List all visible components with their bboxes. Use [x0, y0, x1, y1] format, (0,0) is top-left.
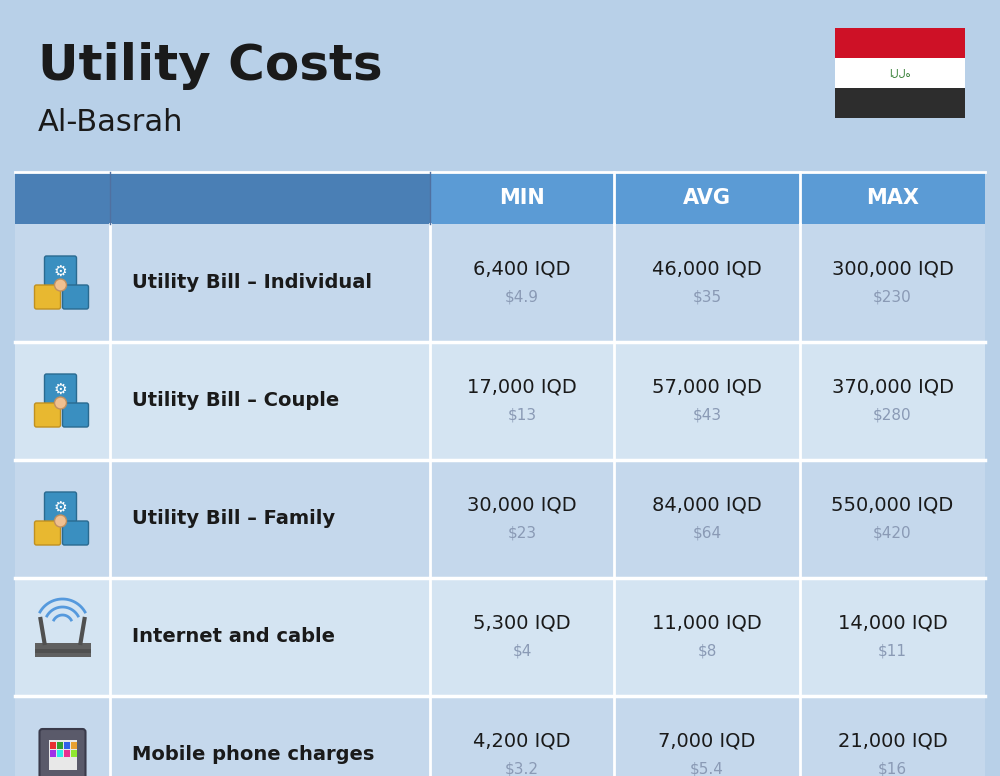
FancyBboxPatch shape: [62, 285, 88, 309]
Bar: [34, 643, 90, 657]
Text: ⚙: ⚙: [54, 500, 67, 514]
Text: 300,000 IQD: 300,000 IQD: [832, 259, 953, 279]
Bar: [64, 750, 70, 757]
Text: 4,200 IQD: 4,200 IQD: [473, 732, 571, 750]
Text: Utility Bill – Family: Utility Bill – Family: [132, 510, 335, 528]
Text: Al-Basrah: Al-Basrah: [38, 108, 184, 137]
Text: ⚙: ⚙: [54, 382, 67, 397]
Bar: [56, 742, 62, 749]
Text: 5,300 IQD: 5,300 IQD: [473, 614, 571, 632]
Text: $5.4: $5.4: [690, 761, 724, 776]
Text: $420: $420: [873, 525, 912, 541]
Text: $35: $35: [692, 289, 722, 304]
Text: AVG: AVG: [683, 188, 731, 208]
Text: $64: $64: [692, 525, 722, 541]
Bar: [430, 172, 985, 224]
FancyBboxPatch shape: [34, 521, 60, 545]
Text: $8: $8: [697, 643, 717, 659]
Text: 46,000 IQD: 46,000 IQD: [652, 259, 762, 279]
Circle shape: [54, 397, 66, 409]
Text: $280: $280: [873, 407, 912, 422]
Bar: [50, 750, 56, 757]
Text: $230: $230: [873, 289, 912, 304]
FancyBboxPatch shape: [44, 492, 76, 522]
Bar: [34, 649, 90, 653]
Text: $43: $43: [692, 407, 722, 422]
Text: 11,000 IQD: 11,000 IQD: [652, 614, 762, 632]
Bar: [56, 750, 62, 757]
Text: Utility Costs: Utility Costs: [38, 42, 383, 90]
Text: MAX: MAX: [866, 188, 919, 208]
Text: $11: $11: [878, 643, 907, 659]
Text: 21,000 IQD: 21,000 IQD: [838, 732, 947, 750]
Text: 14,000 IQD: 14,000 IQD: [838, 614, 947, 632]
Text: $13: $13: [507, 407, 537, 422]
Text: Internet and cable: Internet and cable: [132, 628, 335, 646]
Text: 84,000 IQD: 84,000 IQD: [652, 496, 762, 514]
Bar: [64, 742, 70, 749]
Text: Utility Bill – Couple: Utility Bill – Couple: [132, 392, 339, 411]
Bar: [15, 696, 985, 776]
FancyBboxPatch shape: [62, 403, 88, 427]
Circle shape: [54, 279, 66, 291]
Bar: [15, 172, 430, 224]
Text: ⚙: ⚙: [54, 264, 67, 279]
Bar: [15, 460, 985, 578]
Bar: [15, 224, 985, 342]
Bar: [15, 578, 985, 696]
Bar: [70, 742, 76, 749]
FancyBboxPatch shape: [62, 521, 88, 545]
Text: الله: الله: [889, 68, 911, 78]
Text: 370,000 IQD: 370,000 IQD: [832, 377, 954, 397]
FancyBboxPatch shape: [44, 256, 76, 286]
Text: $4.9: $4.9: [505, 289, 539, 304]
FancyBboxPatch shape: [40, 729, 86, 776]
FancyBboxPatch shape: [34, 403, 60, 427]
Text: 550,000 IQD: 550,000 IQD: [831, 496, 954, 514]
Text: 17,000 IQD: 17,000 IQD: [467, 377, 577, 397]
Text: 30,000 IQD: 30,000 IQD: [467, 496, 577, 514]
Bar: [50, 742, 56, 749]
Text: $16: $16: [878, 761, 907, 776]
Bar: [15, 342, 985, 460]
Circle shape: [54, 515, 66, 527]
Bar: [835, 28, 965, 58]
Text: Mobile phone charges: Mobile phone charges: [132, 746, 374, 764]
Bar: [835, 58, 965, 88]
Bar: [70, 750, 76, 757]
Text: 7,000 IQD: 7,000 IQD: [658, 732, 756, 750]
Text: MIN: MIN: [499, 188, 545, 208]
Text: $23: $23: [507, 525, 537, 541]
Text: Utility Bill – Individual: Utility Bill – Individual: [132, 273, 372, 293]
Text: $3.2: $3.2: [505, 761, 539, 776]
Text: 6,400 IQD: 6,400 IQD: [473, 259, 571, 279]
Bar: [48, 740, 76, 770]
FancyBboxPatch shape: [34, 285, 60, 309]
Text: $4: $4: [512, 643, 532, 659]
Text: 57,000 IQD: 57,000 IQD: [652, 377, 762, 397]
Bar: [835, 88, 965, 118]
FancyBboxPatch shape: [44, 374, 76, 404]
